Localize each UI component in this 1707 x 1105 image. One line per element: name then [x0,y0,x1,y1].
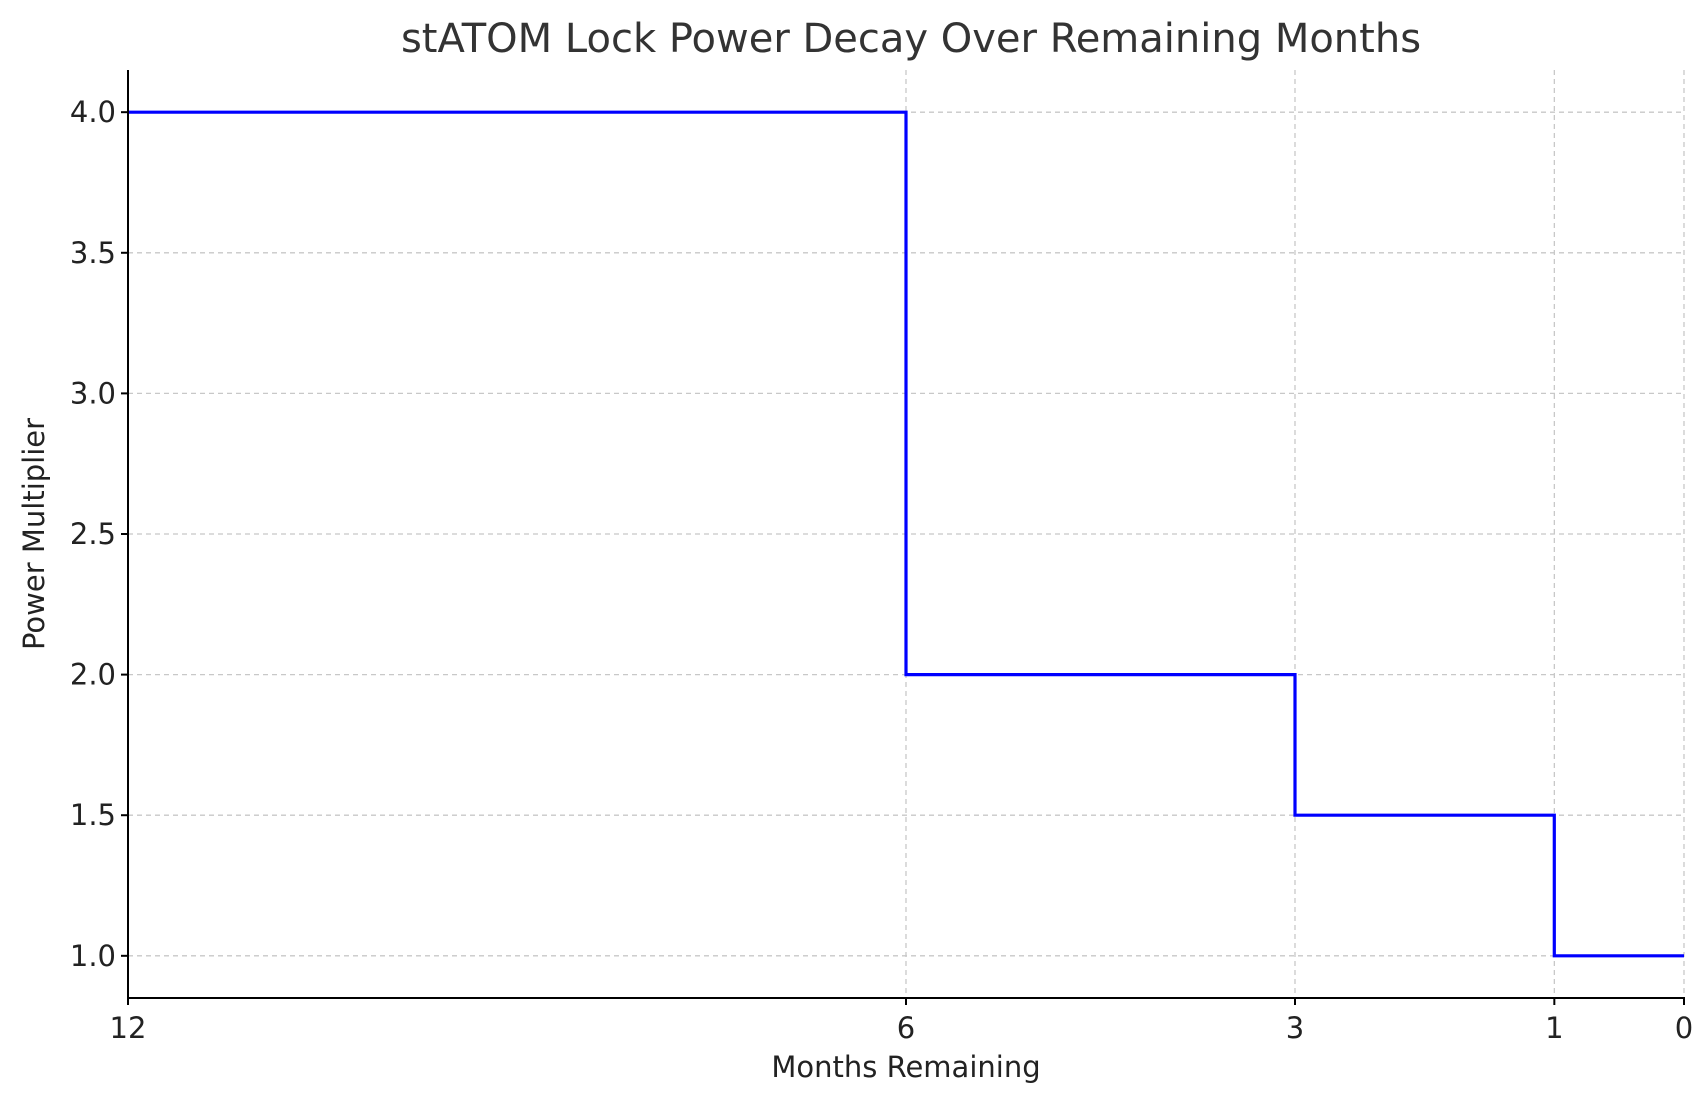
y-tick-label: 3.5 [70,236,116,270]
y-tick-label: 2.5 [70,517,116,551]
series-line [128,110,1684,958]
x-tick-label: 0 [1675,1011,1693,1045]
y-tick-label: 1.5 [70,798,116,832]
x-tick-label: 12 [110,1011,147,1045]
y-tick-label: 1.0 [70,939,116,973]
y-tick-label: 3.0 [70,376,116,410]
y-tick-label: 4.0 [70,95,116,129]
x-tick-label: 6 [897,1011,915,1045]
x-axis-label: Months Remaining [771,1050,1040,1084]
y-axis-label: Power Multiplier [17,418,51,650]
series-layer [128,110,1684,958]
x-tick-label: 3 [1286,1011,1304,1045]
chart-title: stATOM Lock Power Decay Over Remaining M… [401,16,1421,62]
tick-labels: 1.0 1.5 2.0 2.5 3.0 3.5 4.0 12 6 3 1 0 [70,95,1693,1045]
y-tick-label: 2.0 [70,658,116,692]
x-tick-label: 1 [1545,1011,1563,1045]
